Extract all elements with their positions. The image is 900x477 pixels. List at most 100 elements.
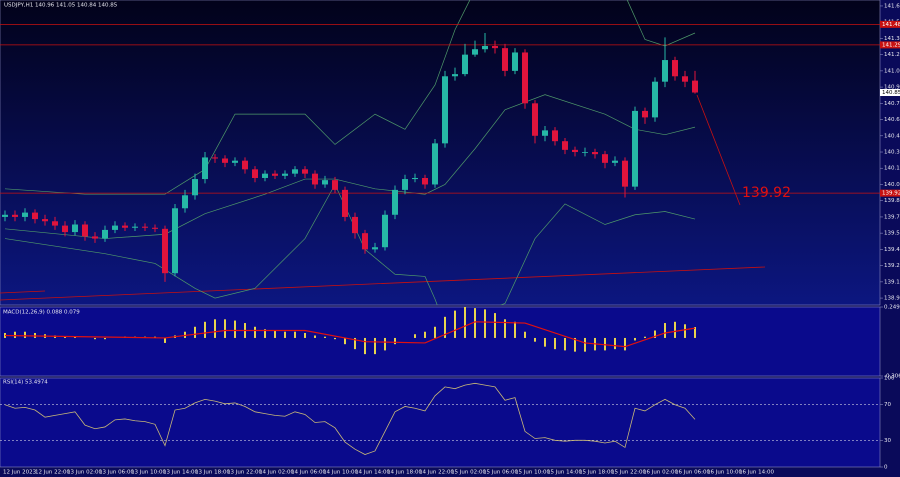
- macd-bar: [694, 327, 696, 338]
- x-tick-label: 14 Jun 02:00: [259, 470, 294, 476]
- candle-body: [352, 216, 358, 234]
- y-tick-label: 140.00: [884, 182, 900, 188]
- x-tick-label: 15 Jun 22:00: [611, 470, 646, 476]
- candle-body: [202, 157, 208, 180]
- candle-body: [32, 212, 38, 220]
- macd-bar: [94, 337, 96, 340]
- y-tick-label: 70: [884, 402, 891, 408]
- candle-body: [132, 226, 138, 228]
- macd-bar: [634, 337, 636, 341]
- x-tick-label: 13 Jun 22:00: [227, 470, 262, 476]
- bollinger-band: [4, 94, 696, 239]
- candle-body: [562, 141, 568, 150]
- trend-line: [0, 266, 766, 301]
- candle-body: [182, 195, 188, 209]
- macd-bar: [614, 337, 616, 350]
- x-tick-label: 15 Jun 14:00: [547, 470, 582, 476]
- trend-line: [0, 290, 46, 294]
- candle-body: [2, 214, 8, 217]
- macd-bar: [644, 336, 646, 338]
- candle-body: [92, 236, 98, 239]
- macd-bar: [574, 337, 576, 352]
- macd-bar: [464, 307, 466, 338]
- candle-body: [82, 224, 88, 237]
- macd-bar: [334, 337, 336, 340]
- candle-body: [212, 157, 218, 159]
- x-tick-label: 14 Jun 10:00: [323, 470, 358, 476]
- y-tick-label: 140.90: [884, 85, 900, 91]
- candle-body: [252, 169, 258, 178]
- bollinger-band: [4, 0, 696, 195]
- price-tag: [880, 89, 900, 97]
- candle-body: [652, 81, 658, 118]
- macd-bar: [654, 330, 656, 338]
- macd-bar: [544, 337, 546, 347]
- candle-body: [282, 173, 288, 176]
- x-tick-label: 14 Jun 18:00: [387, 470, 422, 476]
- x-tick-label: 16 Jun 14:00: [739, 470, 774, 476]
- x-tick-label: 16 Jun 06:00: [675, 470, 710, 476]
- y-tick-label: 0: [884, 465, 888, 471]
- macd-bar: [684, 324, 686, 338]
- macd-bar: [14, 331, 16, 338]
- level-label: 141.29: [882, 42, 900, 48]
- macd-bar: [74, 336, 76, 338]
- macd-bar: [214, 319, 216, 338]
- macd-bar: [624, 337, 626, 351]
- macd-bar: [194, 326, 196, 338]
- candle-body: [552, 130, 558, 142]
- macd-bar: [434, 326, 436, 338]
- x-tick-label: 15 Jun 10:00: [515, 470, 550, 476]
- level-label: 141.48: [882, 22, 900, 28]
- y-tick-label: 140.15: [884, 166, 900, 172]
- macd-bar: [584, 337, 586, 352]
- candle-body: [322, 180, 328, 185]
- candle-body: [672, 60, 678, 77]
- macd-bar: [234, 320, 236, 338]
- y-tick-label: 140.30: [884, 150, 900, 156]
- price-plot: 139.92: [0, 0, 880, 305]
- y-tick-label: 140.60: [884, 117, 900, 123]
- macd-bar: [264, 329, 266, 338]
- candle-body: [312, 173, 318, 185]
- candle-body: [142, 226, 148, 228]
- macd-bar: [204, 321, 206, 338]
- y-tick-label: 140.75: [884, 101, 900, 107]
- candle-body: [622, 160, 628, 187]
- candle-body: [692, 80, 698, 93]
- candle-body: [332, 180, 338, 190]
- x-tick-label: 16 Jun 02:00: [643, 470, 678, 476]
- macd-bar: [474, 308, 476, 338]
- macd-bar: [284, 331, 286, 338]
- x-tick-label: 12 Jun 22:00: [35, 470, 70, 476]
- x-tick-label: 15 Jun 18:00: [579, 470, 614, 476]
- candle-body: [242, 160, 248, 170]
- candle-body: [122, 225, 128, 228]
- macd-plot: [4, 307, 696, 355]
- macd-bar: [534, 337, 536, 342]
- macd-bar: [424, 331, 426, 338]
- x-tick-label: 15 Jun 06:00: [483, 470, 518, 476]
- candle-body: [52, 221, 58, 226]
- macd-bar: [224, 319, 226, 338]
- macd-bar: [374, 337, 376, 355]
- x-tick-label: 13 Jun 06:00: [99, 470, 134, 476]
- x-tick-label: 14 Jun 22:00: [419, 470, 454, 476]
- projection-line: [696, 94, 741, 206]
- level-label: 139.92: [882, 191, 900, 197]
- candle-body: [302, 169, 308, 174]
- y-tick-label: 139.70: [884, 214, 900, 220]
- chart-title: USDJPY,H1 140.96 141.05 140.84 140.85: [4, 3, 118, 9]
- rsi-plot: [0, 382, 880, 455]
- y-tick-label: 30: [884, 438, 891, 444]
- macd-bar: [554, 337, 556, 350]
- candle-body: [112, 225, 118, 230]
- macd-bar: [354, 337, 356, 350]
- axes: 141.65141.50141.35141.20141.05140.90140.…: [3, 3, 900, 476]
- macd-title: MACD(12,26,9) 0.088 0.079: [3, 310, 80, 316]
- macd-bar: [384, 337, 386, 351]
- drawings: [0, 94, 766, 301]
- candle-body: [42, 219, 48, 222]
- macd-bar: [274, 330, 276, 338]
